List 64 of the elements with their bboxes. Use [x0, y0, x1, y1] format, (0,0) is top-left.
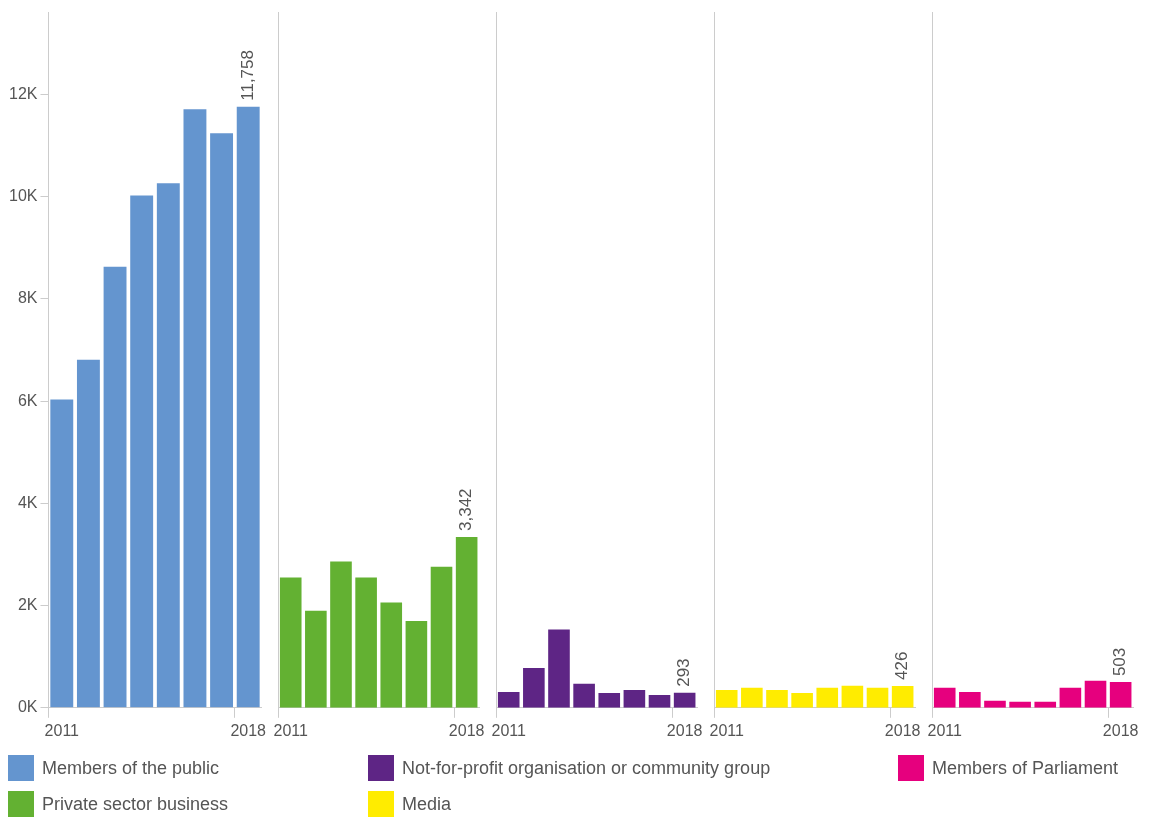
bar [305, 610, 327, 708]
y-tick-label: 8K [17, 289, 38, 307]
bar [715, 689, 738, 708]
bar [573, 683, 595, 708]
x-tick-label: 2011 [273, 721, 309, 739]
data-label: 503 [1110, 647, 1130, 677]
legend-label: Members of Parliament [932, 757, 1119, 779]
bar [598, 692, 621, 708]
y-tick-label: 10K [9, 187, 38, 205]
legend-label: Private sector business [42, 793, 229, 815]
bar [210, 133, 234, 708]
bar [76, 359, 100, 708]
bar [330, 561, 352, 708]
bar [548, 629, 570, 708]
x-tick-label: 2011 [709, 721, 745, 739]
bar [959, 691, 981, 708]
bar [1109, 682, 1132, 708]
bar [455, 536, 478, 708]
y-tick-label: 0K [17, 698, 38, 716]
x-tick-label: 2018 [884, 721, 921, 739]
data-label: 11,758 [237, 50, 257, 101]
legend-label: Media [402, 793, 452, 815]
bar [933, 687, 956, 708]
data-label: 426 [892, 651, 912, 681]
x-tick-label: 2018 [448, 721, 485, 739]
legend-label: Not-for-profit organisation or community group [402, 757, 771, 779]
bar [1059, 687, 1082, 708]
bar [183, 109, 207, 708]
bar [405, 620, 428, 708]
bar [103, 266, 127, 708]
bar [741, 687, 763, 708]
bar [623, 689, 646, 708]
bar [523, 667, 545, 708]
y-tick-label: 6K [17, 391, 38, 409]
bar [279, 577, 302, 708]
bar [1084, 680, 1107, 708]
y-tick-label: 12K [9, 84, 38, 102]
bar [430, 566, 453, 708]
bar [648, 695, 671, 708]
bar [130, 195, 154, 708]
y-tick-label: 2K [17, 595, 38, 613]
bar [156, 183, 180, 708]
bar [673, 692, 696, 708]
x-tick-label: 2011 [491, 721, 527, 739]
x-tick-label: 2018 [1102, 721, 1139, 739]
data-label: 3,342 [456, 488, 476, 531]
bar [355, 577, 377, 708]
bar [791, 692, 813, 708]
y-tick-label: 4K [17, 493, 38, 511]
bar [866, 687, 889, 708]
x-tick-label: 2018 [666, 721, 703, 739]
legend-label: Members of the public [42, 757, 220, 779]
bar [841, 685, 864, 708]
bar [236, 106, 260, 708]
bar [766, 689, 788, 708]
bar [891, 686, 914, 708]
x-tick-label: 2011 [927, 721, 963, 739]
bar [50, 399, 74, 708]
bar [816, 687, 839, 708]
x-tick-label: 2018 [230, 721, 267, 739]
data-label: 293 [674, 658, 694, 687]
bar [497, 691, 520, 708]
bar [380, 602, 403, 708]
x-tick-label: 2011 [44, 721, 80, 739]
